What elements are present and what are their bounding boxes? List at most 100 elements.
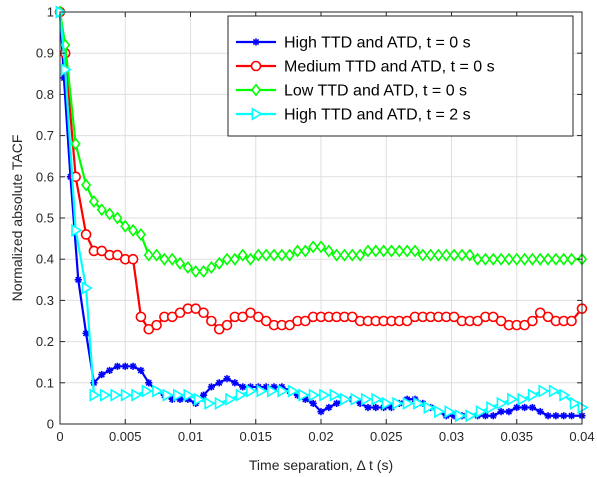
data-point [105, 366, 114, 375]
data-point [252, 38, 260, 46]
data-point [74, 276, 82, 284]
data-point [129, 362, 137, 370]
y-tick-label: 0.5 [36, 211, 54, 226]
data-point [577, 400, 589, 415]
data-point [261, 248, 272, 262]
data-point [434, 405, 446, 419]
x-tick-label: 0.02 [308, 429, 333, 444]
data-point [174, 256, 186, 270]
y-tick-label: 0 [47, 417, 54, 432]
data-point [98, 370, 106, 379]
data-point [250, 60, 262, 72]
data-point [284, 248, 295, 262]
legend-label: High TTD and ATD, t = 2 s [284, 107, 471, 124]
data-point [370, 244, 381, 258]
legend-label: Medium TTD and ATD, t = 0 s [284, 59, 495, 76]
data-point [392, 396, 404, 410]
data-point [433, 248, 444, 262]
data-point [413, 396, 425, 410]
y-axis-label: Normalized absolute TACF [9, 135, 25, 302]
data-point [386, 244, 397, 258]
data-point [507, 392, 519, 406]
data-point [135, 311, 147, 323]
data-point [486, 400, 498, 415]
data-point [340, 392, 352, 406]
data-point [329, 388, 341, 402]
data-point [292, 244, 303, 258]
data-point [127, 253, 139, 265]
series-2 [54, 6, 588, 335]
data-point [214, 256, 225, 270]
data-point [325, 403, 333, 412]
data-point [552, 412, 560, 420]
legend-box [227, 15, 574, 137]
data-point [71, 223, 83, 237]
legend-item: Low TTD and ATD, t = 0 s [236, 83, 467, 100]
data-point [120, 388, 133, 402]
data-point [300, 244, 311, 258]
axis-ticks: 0 0.005 0.01 0.015 0.02 0.025 0.03 0.035 0.04 0 0.… [36, 5, 595, 445]
data-point [333, 399, 341, 407]
data-point [206, 315, 217, 327]
y-tick-label: 0.9 [36, 46, 54, 61]
data-point [182, 260, 193, 274]
data-point [480, 252, 491, 266]
data-point [204, 396, 216, 410]
data-point [464, 248, 475, 262]
x-tick-label: 0.015 [239, 429, 272, 444]
data-point [444, 405, 456, 419]
data-point [488, 252, 499, 266]
data-point [215, 379, 223, 387]
data-point [276, 248, 287, 262]
data-point [113, 362, 122, 370]
data-point [372, 403, 380, 412]
data-point [528, 403, 537, 412]
series-4 [55, 5, 589, 423]
data-point [137, 366, 145, 375]
data-point [550, 252, 561, 266]
data-point [193, 392, 206, 406]
data-point [319, 388, 331, 402]
data-point [347, 248, 358, 262]
data-point [135, 227, 146, 241]
data-point [371, 392, 383, 406]
data-point [183, 388, 195, 402]
data-point [308, 388, 320, 402]
data-point [449, 248, 460, 262]
data-point [566, 315, 577, 327]
data-point [231, 379, 239, 387]
data-point [441, 248, 452, 262]
data-point [256, 384, 268, 398]
data-point [536, 408, 544, 416]
data-point [505, 408, 513, 416]
data-point [454, 409, 467, 423]
data-point [221, 252, 233, 266]
data-point [566, 252, 577, 266]
data-point [223, 375, 231, 383]
data-point [350, 392, 362, 406]
data-point [513, 403, 521, 412]
data-point [143, 248, 154, 262]
y-tick-label: 0.3 [36, 293, 54, 308]
data-point [190, 265, 201, 279]
y-tick-label: 0.7 [36, 128, 54, 143]
data-point [266, 384, 279, 398]
data-point [425, 248, 436, 262]
legend-item: High TTD and ATD, t = 0 s [236, 35, 471, 52]
y-tick-label: 1 [47, 5, 54, 20]
data-point [120, 219, 131, 233]
data-point [497, 408, 505, 416]
data-point [538, 384, 550, 398]
data-point [112, 211, 123, 225]
legend-label: High TTD and ATD, t = 0 s [284, 35, 471, 52]
data-point [96, 203, 107, 217]
data-point [535, 252, 546, 266]
data-point [141, 384, 153, 398]
x-tick-label: 0.03 [439, 429, 464, 444]
data-point [145, 379, 153, 387]
data-point [542, 252, 554, 266]
data-point [559, 388, 571, 402]
data-point [89, 388, 101, 402]
data-point [287, 384, 300, 398]
data-point [364, 403, 372, 412]
